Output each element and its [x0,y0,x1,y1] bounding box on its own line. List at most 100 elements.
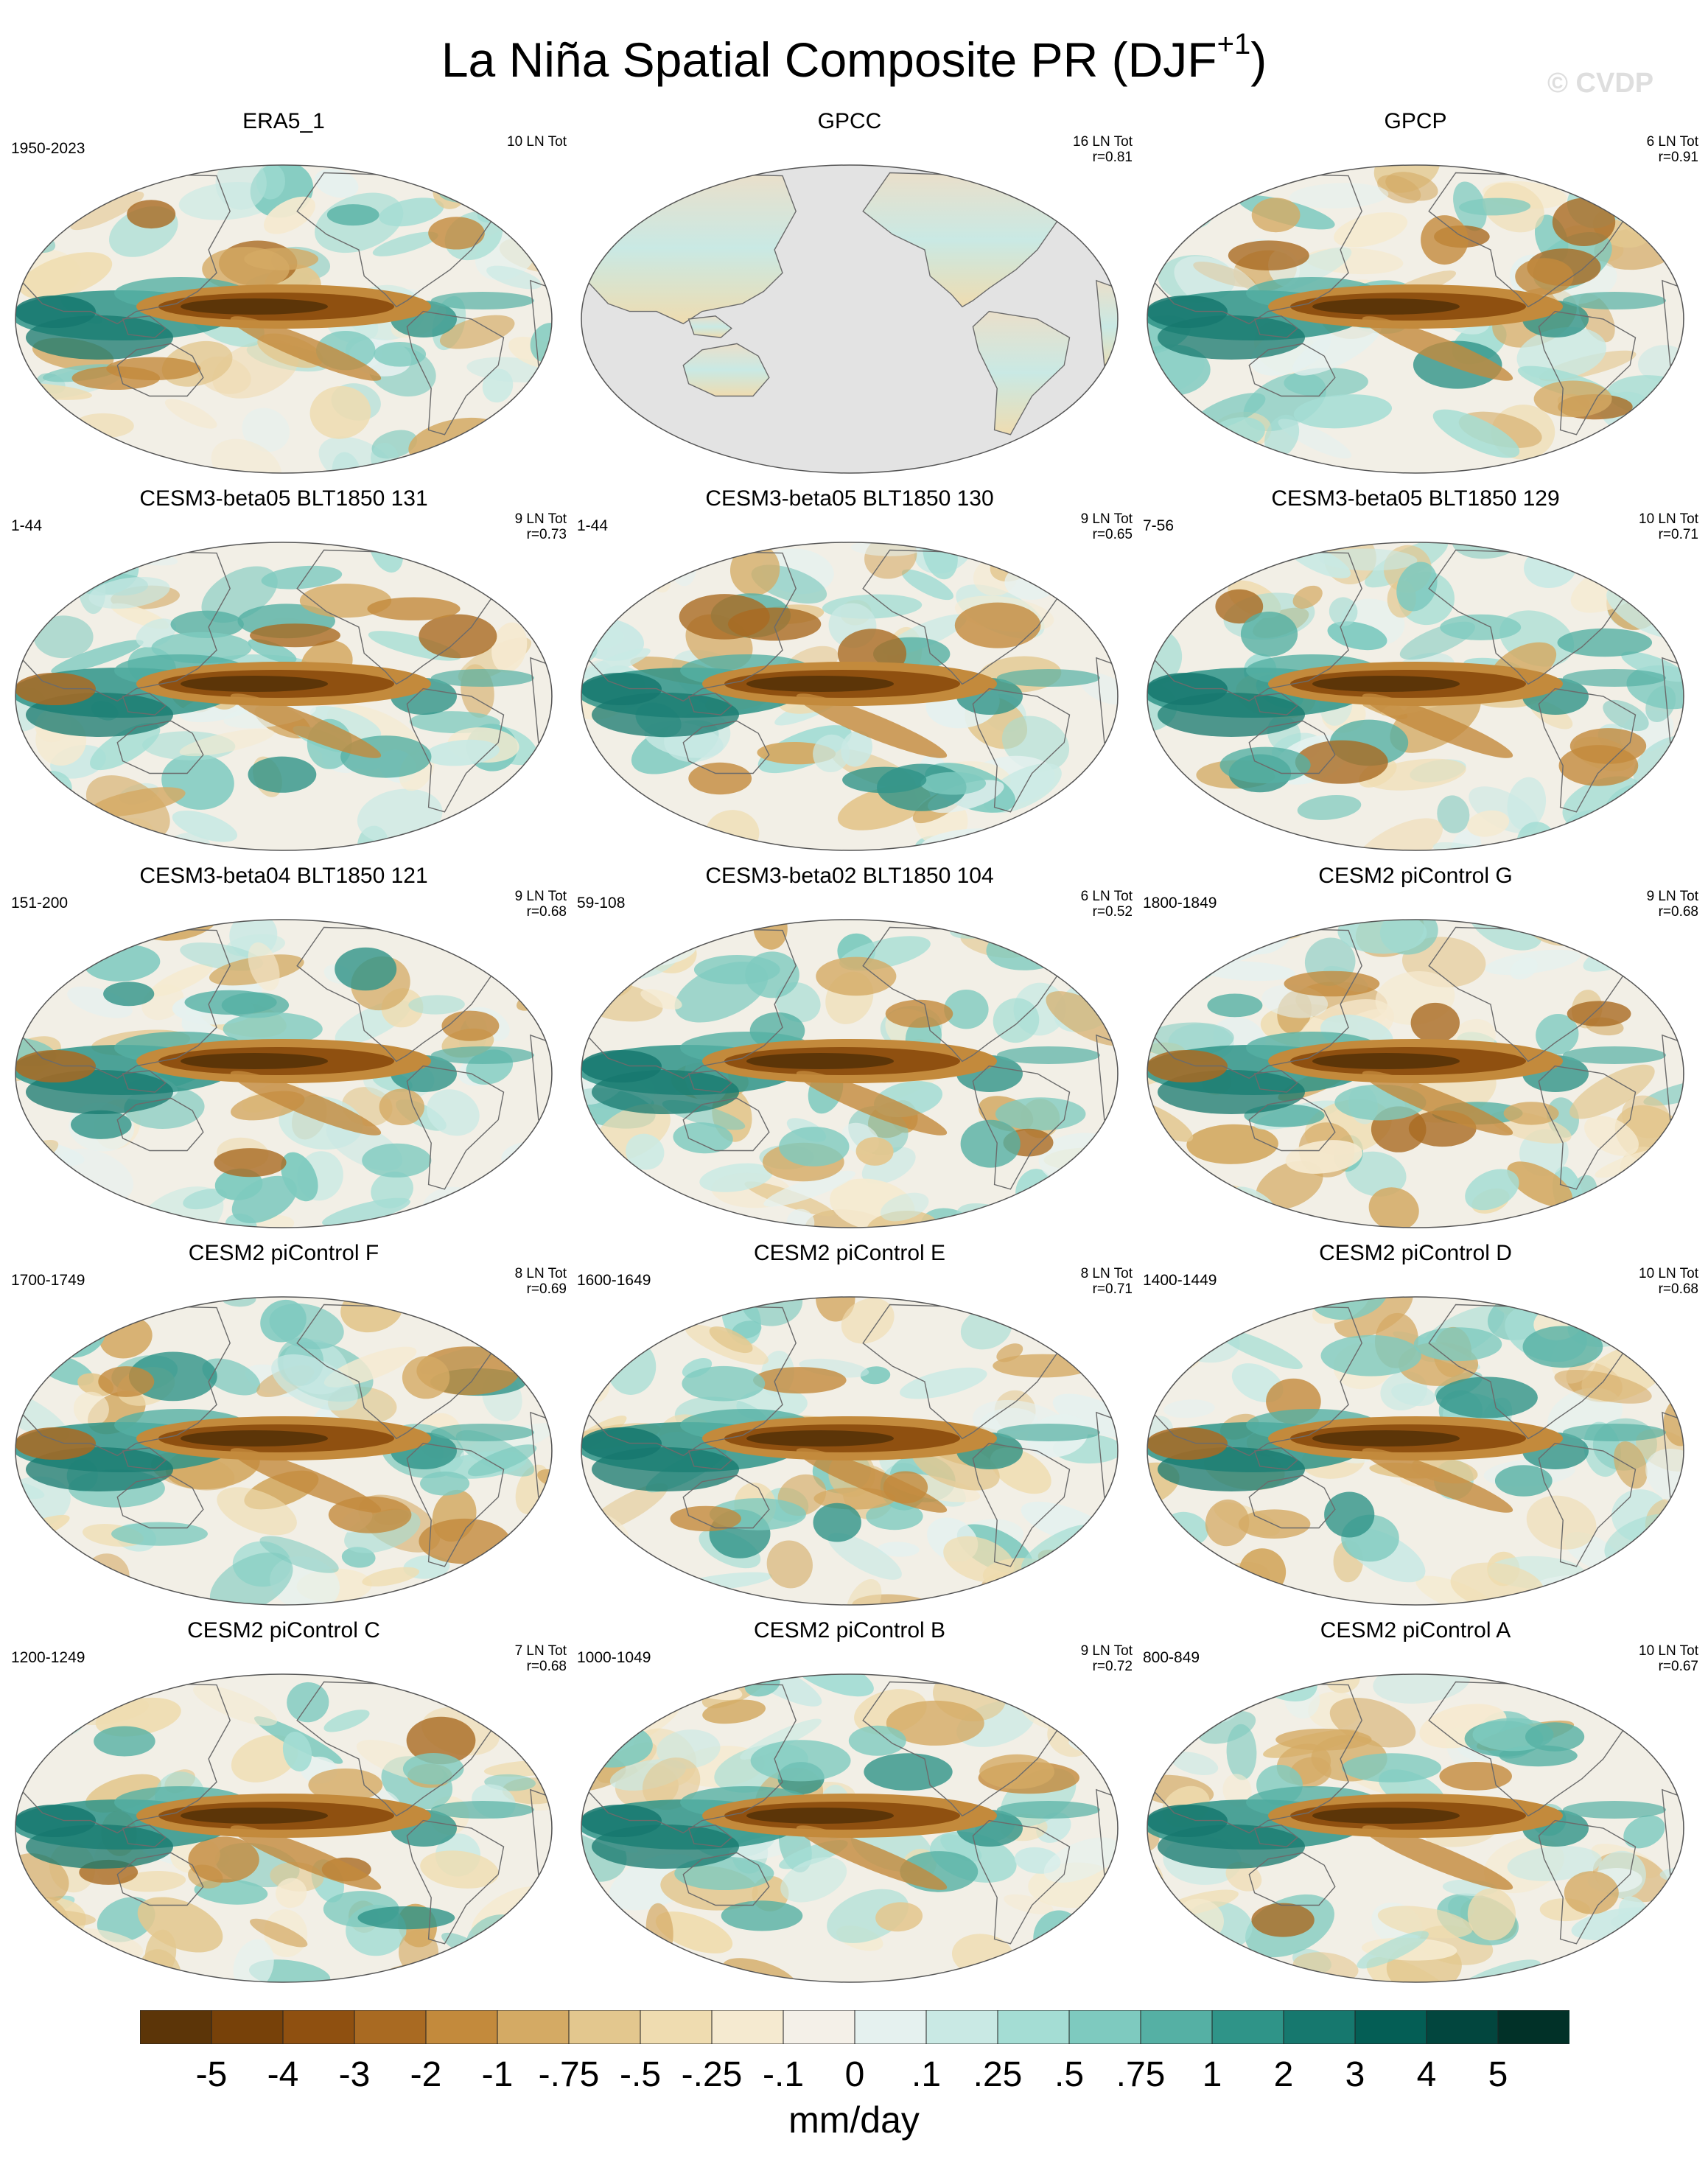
land-samerica [1538,1442,1637,1567]
panel-stats: 8 LN Tot r=0.69 [515,1266,567,1297]
la-nina-event-count: 9 LN Tot [1646,889,1698,904]
la-nina-event-count: 10 LN Tot [1639,1643,1698,1659]
colorbar-swatch [211,2010,284,2044]
land-greenland [470,549,521,587]
land-greenland [1602,1304,1653,1341]
colorbar-swatch [783,2010,855,2044]
precip-anomaly-map [1147,1673,1684,1983]
land-samerica [1538,310,1637,435]
land-asia [20,1681,231,1834]
colorbar-swatch [1211,2010,1284,2044]
map-panel: CESM2 piControl A 800-849 10 LN Tot r=0.67 [1143,1618,1698,1987]
panel-title: ERA5_1 [242,109,325,133]
land-samerica [406,310,505,435]
colorbar-tick-label: .25 [973,2055,1023,2094]
land-greenland [1036,172,1087,209]
colorbar-swatch [925,2010,998,2044]
anomaly-field [1147,165,1684,473]
land-africa [530,657,552,752]
panel-years: 7-56 [1143,517,1175,534]
land-australia [116,1097,204,1152]
map-border [581,542,1119,851]
land-africa [1662,657,1684,752]
cvdp-watermark: © CVDP [1547,68,1654,99]
panel-stats: 9 LN Tot r=0.65 [1081,511,1133,542]
colorbar-swatch [640,2010,713,2044]
pattern-correlation: r=0.68 [526,904,567,920]
panel-years: 1700-1749 [11,1272,85,1289]
map-border [15,164,553,474]
figure-title-close: ) [1250,32,1267,87]
map-border [15,919,553,1228]
panel-title: CESM3-beta05 BLT1850 131 [139,486,428,511]
precip-anomaly-map [581,542,1119,851]
precip-anomaly-map [15,1296,553,1606]
la-nina-event-count: 7 LN Tot [514,1643,567,1659]
panel-years: 151-200 [11,895,69,912]
panel-title: GPCC [817,109,882,133]
pattern-correlation: r=0.68 [526,1659,567,1674]
colorbar-tick-label: .75 [1116,2055,1166,2094]
colorbar-tick-label: 1 [1202,2055,1222,2094]
precip-anomaly-map [15,1673,553,1983]
precip-anomaly-map [1147,919,1684,1228]
map-panel: CESM3-beta05 BLT1850 131 1-44 9 LN Tot r=0.… [11,486,567,855]
continent-outlines [586,172,1118,435]
map-border [1147,1296,1684,1606]
panel-stats: 16 LN Tot r=0.81 [1073,134,1133,165]
continent-outlines [586,549,1118,813]
land-asia [586,1681,797,1834]
land-africa [530,1411,552,1506]
land-greenland [470,926,521,964]
colorbar-swatch [425,2010,498,2044]
anomaly-field [1147,542,1684,850]
land-africa [530,1788,552,1883]
land-australia [1248,1097,1336,1152]
land-maritime [687,1070,732,1093]
panel-years: 1-44 [577,517,609,534]
colorbar-tick-label: -4 [267,2055,299,2094]
precip-anomaly-map [1147,1296,1684,1606]
map-panel: CESM2 piControl F 1700-1749 8 LN Tot r=0.69 [11,1241,567,1609]
land-greenland [1036,926,1087,964]
map-panel: CESM3-beta04 BLT1850 121 151-200 9 LN Tot r… [11,864,567,1232]
land-samerica [972,688,1071,813]
la-nina-event-count: 10 LN Tot [507,134,567,150]
panel-years: 1-44 [11,517,43,534]
map-panel: CESM2 piControl E 1600-1649 8 LN Tot r=0.71 [577,1241,1133,1609]
la-nina-event-count: 10 LN Tot [1639,511,1698,527]
colorbar-units: mm/day [788,2099,920,2141]
colorbar-tick-label: -.75 [538,2055,600,2094]
map-border [15,1296,553,1606]
land-maritime [687,1447,732,1470]
map-panel: GPCC 16 LN Tot r=0.81 [577,109,1133,477]
colorbar-tick-label: 5 [1488,2055,1508,2094]
land-maritime [1253,1447,1298,1470]
land-greenland [470,1681,521,1718]
anomaly-field [15,1297,552,1605]
pattern-correlation: r=0.52 [1092,904,1133,920]
land-australia [1248,720,1336,774]
panel-title: CESM2 piControl F [188,1241,379,1265]
figure-title-text: La Niña Spatial Composite PR (DJF [441,32,1217,87]
land-australia [116,720,204,774]
anomaly-field [581,1674,1118,1982]
precip-anomaly-map [15,542,553,851]
la-nina-event-count: 9 LN Tot [1080,511,1133,527]
colorbar-swatch [1283,2010,1356,2044]
land-greenland [1602,549,1653,587]
panel-title: CESM2 piControl E [753,1241,946,1265]
land-maritime [122,315,167,338]
precip-anomaly-map [581,1673,1119,1983]
colorbar-tick-label: .1 [911,2055,942,2094]
land-australia [682,1852,770,1906]
colorbar-labels: -5 -4 -3 -2 -1 -.75 -.5 -.25 -.1 0 .1 .25 .5 .75 1 2 3 4 5 [140,2054,1569,2099]
precip-anomaly-map [581,919,1119,1228]
pattern-correlation: r=0.65 [1092,527,1133,542]
colorbar-swatch [1354,2010,1427,2044]
pattern-correlation: r=0.68 [1658,1281,1698,1297]
panel-stats: 9 LN Tot r=0.68 [1647,889,1698,920]
panel-stats: 10 LN Tot r=0.71 [1639,511,1698,542]
panel-years: 59-108 [577,895,626,912]
panel-years: 1400-1449 [1143,1272,1217,1289]
